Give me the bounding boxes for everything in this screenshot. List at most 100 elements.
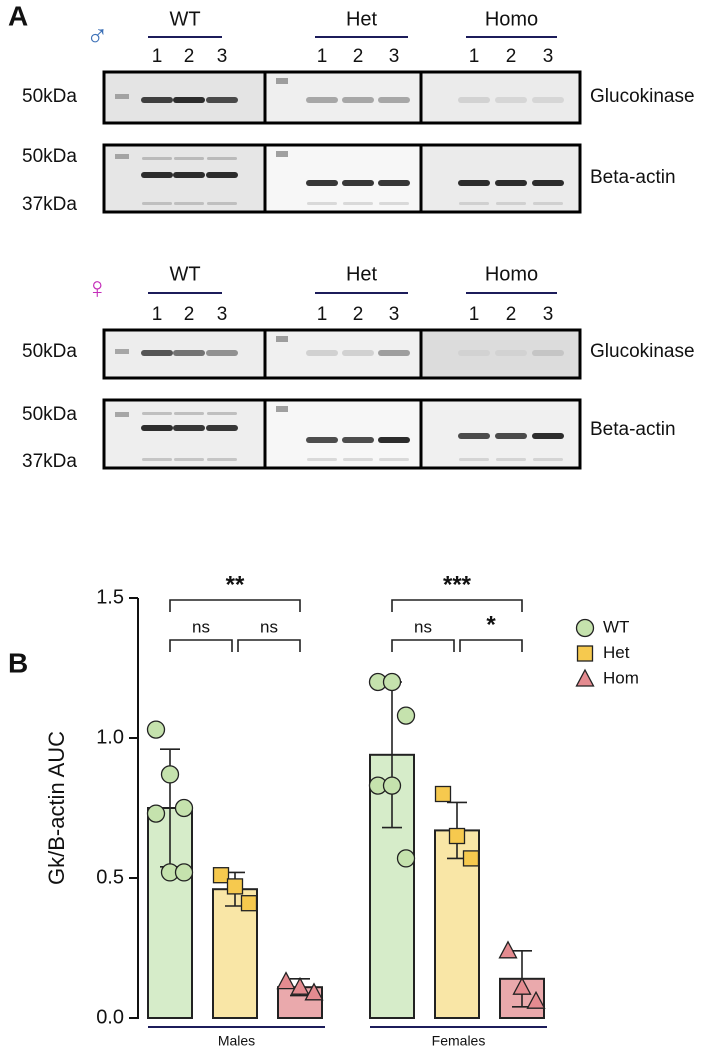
blot-panel [419,70,582,125]
data-point [174,798,194,818]
data-point [212,867,230,884]
lane-label: 2 [353,46,364,67]
ladder-band [115,154,129,159]
data-point [146,804,166,823]
blot-band [532,433,564,439]
significance-bracket [391,639,455,652]
blot-band [307,458,337,461]
blot-band [207,202,237,205]
blot-band [207,157,237,160]
data-point [146,720,166,739]
lane-label: 2 [184,46,195,67]
blot-band [306,350,338,356]
significance-label: ns [260,617,278,636]
lane-label: 3 [217,46,228,67]
blot-band [342,437,374,443]
group-label: WT [169,263,200,285]
lane-label: 2 [184,304,195,325]
sex-symbol: ♀ [86,272,109,305]
group-label: Homo [485,8,538,30]
blot-band [496,202,526,205]
data-point [382,776,402,795]
blot-band [142,412,172,415]
group-label: Het [346,263,378,285]
y-axis-label: Gk/B-actin AUC [44,731,69,885]
ladder-band [276,78,288,84]
protein-label: Glucokinase [590,86,695,107]
blot-band [532,180,564,186]
group-label: Homo [485,263,538,285]
data-point [304,982,324,1001]
marker-label: 37kDa [22,451,77,472]
y-tick-label: 1.0 [96,726,124,748]
data-point [396,849,416,868]
blot-band [173,425,205,431]
ladder-band [276,406,288,412]
x-tick-label: Males [218,1033,255,1049]
blot-band [343,458,373,461]
blot-band [206,425,238,431]
panel-label: A [8,0,28,31]
group-label: Het [346,8,378,30]
blot-band [532,350,564,356]
blot-band [141,350,173,356]
blot-band [342,180,374,186]
protein-label: Glucokinase [590,341,695,362]
group-label: WT [169,8,200,30]
protein-label: Beta-actin [590,419,676,440]
lane-label: 1 [152,46,163,67]
lane-label: 3 [389,304,400,325]
data-point [526,990,546,1009]
marker-label: 50kDa [22,146,77,167]
legend-label: WT [603,617,629,636]
data-point [174,863,194,882]
lane-label: 3 [543,304,554,325]
blot-band [306,97,338,103]
blot-band [142,202,172,205]
blot-band [459,202,489,205]
lane-label: 1 [469,304,480,325]
data-point [382,672,402,692]
blot-band [141,425,173,431]
blot-band [459,458,489,461]
marker-label: 50kDa [22,404,77,425]
lane-label: 1 [317,304,328,325]
blot-band [173,172,205,178]
legend-marker [575,618,595,638]
blot-band [141,172,173,178]
significance-bracket [169,599,301,612]
lane-label: 1 [469,46,480,67]
blot-panel [263,70,423,125]
blot-band [342,350,374,356]
blot-band [532,97,564,103]
blot-band [206,350,238,356]
significance-label: ns [414,617,432,636]
legend-marker [576,645,594,662]
legend-label: Hom [603,668,639,687]
blot-band [495,180,527,186]
significance-label: *** [443,571,472,598]
blot-panel [263,328,423,380]
blot-band [379,202,409,205]
y-tick-label: 1.5 [96,586,124,608]
blot-band [173,350,205,356]
blot-band [378,350,410,356]
blot-band [306,180,338,186]
data-point [462,850,480,867]
blot-band [458,97,490,103]
blot-band [342,97,374,103]
ladder-band [276,336,288,342]
significance-bracket [391,599,523,612]
ladder-band [115,349,129,354]
significance-label: ns [192,617,210,636]
legend-label: Het [603,643,630,662]
lane-label: 3 [543,46,554,67]
blot-band [174,458,204,461]
data-point [226,878,244,895]
blot-band [142,458,172,461]
blot-band [207,458,237,461]
data-point [498,940,518,959]
blot-panel [102,398,267,470]
blot-band [142,157,172,160]
